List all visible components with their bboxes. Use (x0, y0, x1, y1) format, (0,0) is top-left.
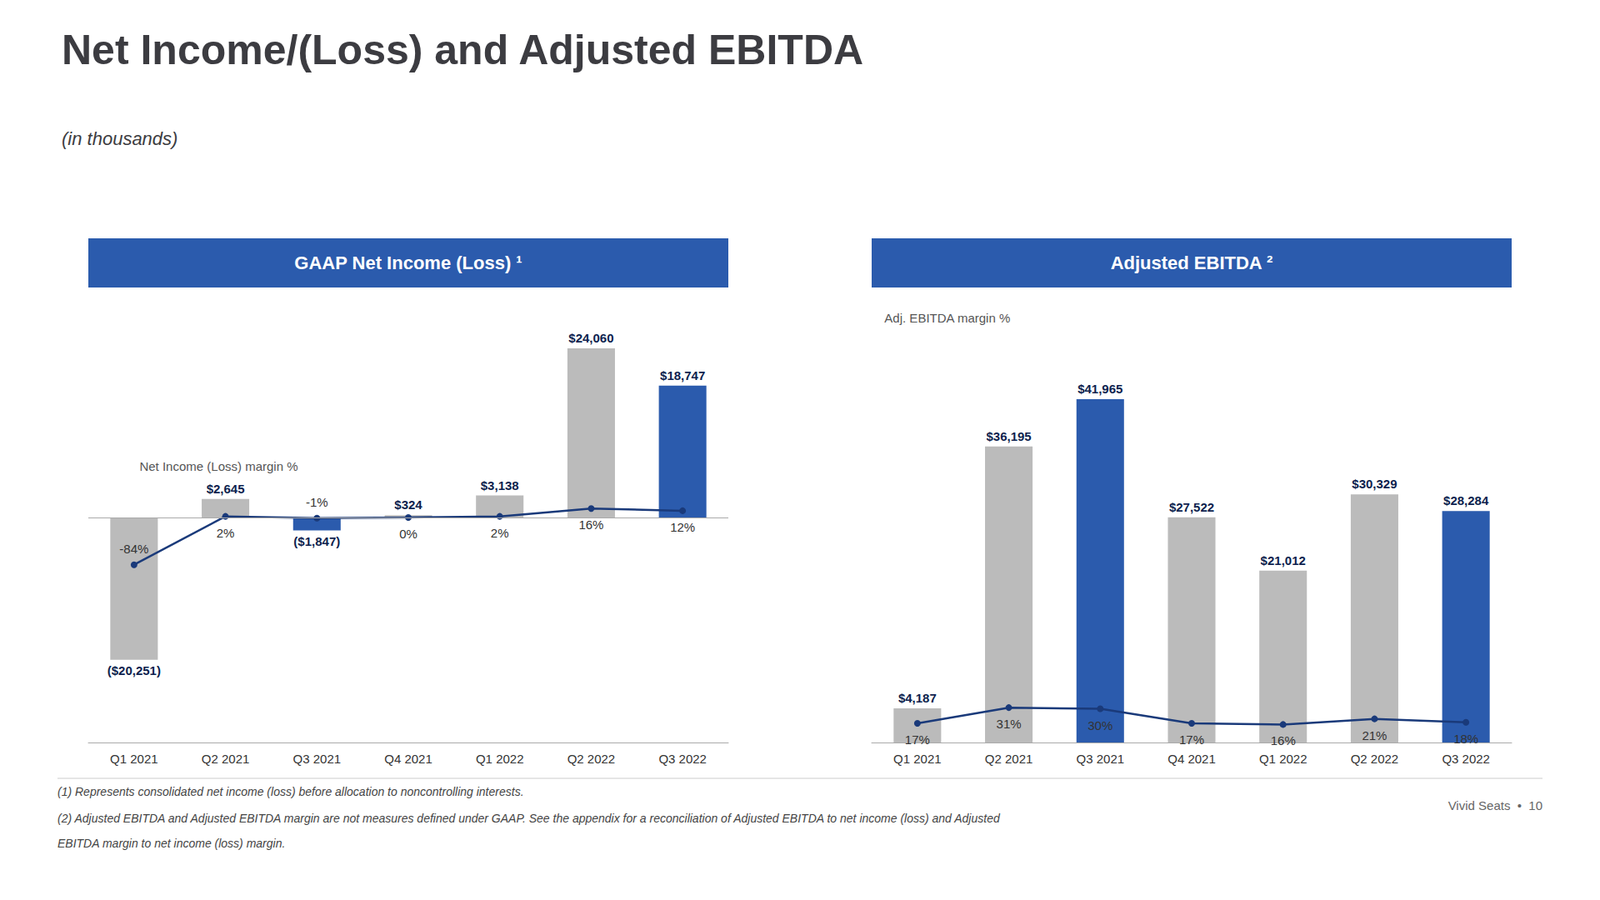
svg-text:Vivid Seats • 10: Vivid Seats • 10 (1448, 798, 1543, 813)
svg-text:17%: 17% (905, 732, 930, 747)
svg-text:$41,965: $41,965 (1077, 381, 1123, 396)
svg-text:$24,060: $24,060 (568, 330, 614, 345)
svg-text:-84%: -84% (119, 541, 149, 556)
svg-text:(1) Represents consolidated ne: (1) Represents consolidated net income (… (57, 785, 525, 799)
svg-text:Q3 2022: Q3 2022 (658, 751, 707, 766)
svg-text:$28,284: $28,284 (1443, 493, 1490, 508)
svg-text:Q3 2022: Q3 2022 (1441, 751, 1490, 766)
svg-text:(in thousands): (in thousands) (61, 128, 178, 150)
svg-text:31%: 31% (996, 716, 1022, 731)
svg-text:$2,645: $2,645 (206, 481, 245, 496)
svg-text:Q3 2021: Q3 2021 (293, 751, 342, 766)
svg-text:Q2 2022: Q2 2022 (567, 751, 616, 766)
svg-text:Q1 2022: Q1 2022 (1259, 751, 1308, 766)
svg-text:12%: 12% (670, 520, 695, 535)
svg-text:$324: $324 (394, 497, 423, 512)
svg-text:18%: 18% (1453, 731, 1479, 746)
svg-text:Adj. EBITDA margin %: Adj. EBITDA margin % (884, 310, 1010, 325)
svg-text:Q4 2021: Q4 2021 (1167, 751, 1216, 766)
svg-text:Q4 2021: Q4 2021 (384, 751, 433, 766)
svg-text:Q1 2021: Q1 2021 (893, 751, 942, 766)
svg-text:$27,522: $27,522 (1169, 500, 1215, 515)
svg-text:16%: 16% (578, 517, 604, 532)
svg-text:Net Income (Loss) margin %: Net Income (Loss) margin % (139, 459, 298, 474)
svg-text:Q1 2022: Q1 2022 (475, 751, 525, 766)
svg-text:21%: 21% (1361, 728, 1387, 743)
svg-text:$3,138: $3,138 (480, 478, 520, 493)
svg-text:Adjusted EBITDA ²: Adjusted EBITDA ² (1110, 252, 1274, 274)
svg-text:Q2 2021: Q2 2021 (201, 751, 250, 766)
svg-text:-1%: -1% (305, 495, 329, 510)
svg-text:GAAP Net Income (Loss) ¹: GAAP Net Income (Loss) ¹ (294, 252, 522, 274)
svg-text:0%: 0% (399, 526, 418, 541)
svg-text:$36,195: $36,195 (985, 429, 1031, 444)
svg-text:($1,847): ($1,847) (293, 534, 340, 549)
svg-text:16%: 16% (1270, 733, 1296, 748)
svg-text:($20,251): ($20,251) (107, 663, 161, 678)
svg-text:Q1 2021: Q1 2021 (110, 751, 159, 766)
svg-text:Q2 2022: Q2 2022 (1350, 751, 1400, 766)
svg-text:17%: 17% (1179, 732, 1205, 747)
svg-text:2%: 2% (216, 525, 235, 540)
svg-text:(2) Adjusted EBITDA and Adjust: (2) Adjusted EBITDA and Adjusted EBITDA … (57, 811, 1001, 825)
svg-text:$21,012: $21,012 (1260, 553, 1306, 568)
svg-text:$30,329: $30,329 (1351, 476, 1397, 491)
svg-text:$18,747: $18,747 (660, 368, 705, 383)
svg-text:$4,187: $4,187 (898, 690, 937, 705)
svg-text:Q3 2021: Q3 2021 (1076, 751, 1125, 766)
svg-text:Net Income/(Loss) and Adjusted: Net Income/(Loss) and Adjusted EBITDA (61, 26, 864, 74)
svg-text:EBITDA margin to net income (l: EBITDA margin to net income (loss) margi… (57, 836, 285, 850)
svg-text:30%: 30% (1087, 718, 1113, 733)
svg-text:Q2 2021: Q2 2021 (985, 751, 1034, 766)
svg-text:2%: 2% (490, 525, 510, 540)
